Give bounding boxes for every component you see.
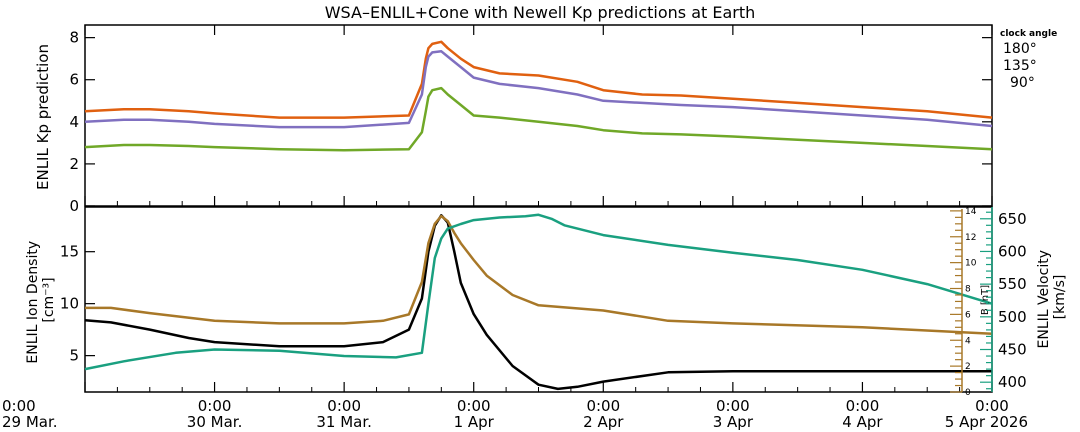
x-tick-date: 1 Apr [454,413,495,431]
x-tick-date: 2 Apr [583,413,624,431]
b-tick-label: 12 [965,233,976,243]
b-tick-label: 2 [965,362,971,372]
density-y-axis-label: ENLIL Ion Density [cm⁻³] [25,236,57,363]
b-tick-label: 14 [965,207,977,217]
density-y-tick-label: 10 [60,295,79,313]
x-tick-date: 29 Mar. [2,413,58,431]
x-tick-time: 0:00 [2,397,36,415]
x-tick-date: 4 Apr [842,413,883,431]
kp-line-180 [84,40,993,119]
velocity-tick-label: 400 [998,373,1027,391]
kp-y-tick-label: 0 [69,197,79,215]
density-plot-frame [84,206,993,393]
line-b [85,214,993,336]
b-axis-label: B [nT] [980,285,991,315]
velocity-tick-label: 650 [998,210,1027,228]
velocity-tick-label: 600 [998,242,1027,260]
density-y-tick-label: 15 [60,243,79,261]
kp-y-axis-label: ENLIL Kp prediction [34,44,52,190]
b-tick-label: 0 [965,388,971,398]
x-tick-time: 0:00 [198,397,232,415]
b-tick-label: 10 [965,259,977,269]
b-tick-label: 4 [965,336,971,346]
x-tick-time: 0:00 [327,397,361,415]
b-tick-label: 6 [965,310,971,320]
kp-y-tick-label: 6 [69,71,79,89]
legend-title: clock angle [1000,29,1057,39]
kp-y-tick-label: 4 [69,113,79,131]
kp-line-90 [84,86,993,152]
x-tick-time: 0:00 [586,397,620,415]
line-velocity [84,213,993,371]
x-tick-date: 5 Apr 2026 [945,413,1028,431]
density-y-axis: 5 10 15 [60,243,95,365]
velocity-tick-label: 550 [998,275,1027,293]
b-tick-label: 8 [965,285,971,295]
density-y-tick-label: 5 [69,347,79,365]
kp-y-tick-label: 2 [69,155,79,173]
line-density [84,214,992,391]
legend-entry-90: 90° [1010,75,1035,91]
x-tick-date: 31 Mar. [316,413,372,431]
velocity-axis-label: ENLIL Velocity [km/s] [1036,246,1068,349]
kp-line-135 [84,50,993,129]
velocity-axis: 400 450 500 550 600 650 [980,207,1027,392]
legend-entry-180: 180° [1003,41,1037,57]
x-tick-date: 3 Apr [713,413,754,431]
kp-y-axis: 0 2 4 6 8 [69,29,992,215]
density-series-lines [84,213,993,391]
x-tick-time: 0:00 [716,397,750,415]
kp-y-tick-label: 8 [69,29,79,47]
x-tick-date: 30 Mar. [187,413,243,431]
x-tick-time: 0:00 [846,397,880,415]
x-tick-time: 0:00 [975,397,1009,415]
x-tick-time: 0:00 [457,397,491,415]
velocity-tick-label: 450 [998,341,1027,359]
kp-series-lines [84,40,993,152]
legend-entry-135: 135° [1003,58,1037,74]
velocity-tick-label: 500 [998,308,1027,326]
chart-title: WSA–ENLIL+Cone with Newell Kp prediction… [325,3,756,22]
b-field-axis: 0 2 4 6 8 10 12 14 [950,207,977,398]
